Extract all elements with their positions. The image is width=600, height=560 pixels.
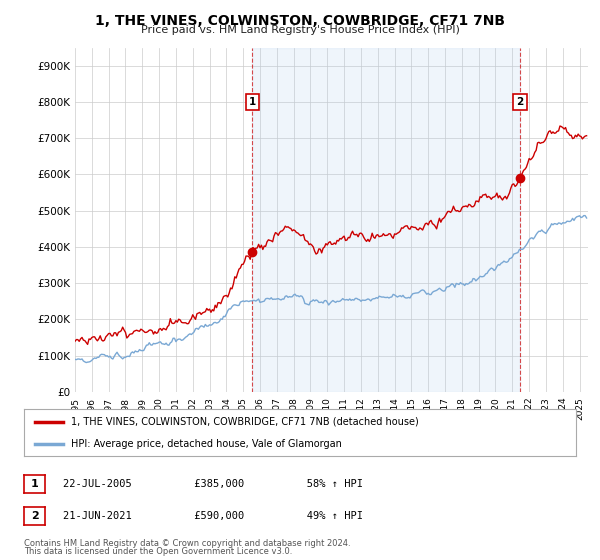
Text: Price paid vs. HM Land Registry's House Price Index (HPI): Price paid vs. HM Land Registry's House …	[140, 25, 460, 35]
Text: 1, THE VINES, COLWINSTON, COWBRIDGE, CF71 7NB: 1, THE VINES, COLWINSTON, COWBRIDGE, CF7…	[95, 14, 505, 28]
Text: 22-JUL-2005          £385,000          58% ↑ HPI: 22-JUL-2005 £385,000 58% ↑ HPI	[63, 479, 363, 489]
Bar	[253, 48, 520, 392]
Text: This data is licensed under the Open Government Licence v3.0.: This data is licensed under the Open Gov…	[24, 547, 292, 556]
Text: 21-JUN-2021          £590,000          49% ↑ HPI: 21-JUN-2021 £590,000 49% ↑ HPI	[63, 511, 363, 521]
Text: Contains HM Land Registry data © Crown copyright and database right 2024.: Contains HM Land Registry data © Crown c…	[24, 539, 350, 548]
Text: 2: 2	[31, 511, 38, 521]
Text: 1: 1	[249, 97, 256, 107]
Text: 1: 1	[31, 479, 38, 489]
Text: HPI: Average price, detached house, Vale of Glamorgan: HPI: Average price, detached house, Vale…	[71, 438, 342, 449]
Text: 1, THE VINES, COLWINSTON, COWBRIDGE, CF71 7NB (detached house): 1, THE VINES, COLWINSTON, COWBRIDGE, CF7…	[71, 417, 419, 427]
Text: 2: 2	[517, 97, 524, 107]
